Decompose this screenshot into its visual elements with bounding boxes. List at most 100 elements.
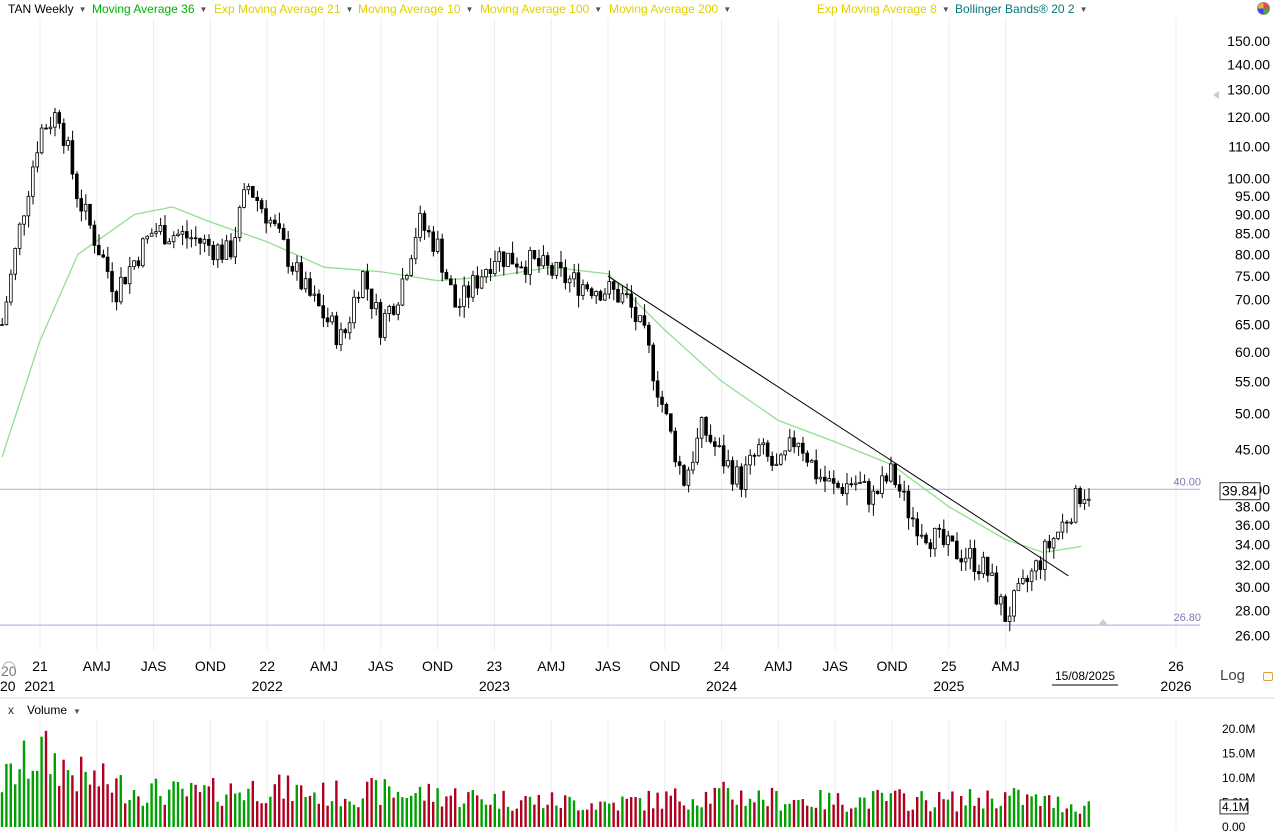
candle-up: [387, 305, 391, 314]
candle-down: [559, 261, 563, 269]
candle-up: [757, 444, 761, 457]
candle-up: [360, 271, 365, 298]
volume-bar: [748, 798, 752, 827]
chevron-down-icon[interactable]: ▼: [199, 5, 208, 14]
candle-up: [66, 140, 70, 146]
candle-up: [968, 547, 972, 559]
candle-up: [404, 275, 409, 280]
volume-bar: [71, 775, 74, 827]
volume-bar: [599, 801, 602, 827]
y-axis-tick-label: 32.00: [1235, 557, 1270, 573]
x-axis-tick-label: AMJ: [992, 658, 1020, 674]
candle-down: [739, 466, 743, 490]
candle-up: [8, 273, 13, 303]
close-volume-pane-icon[interactable]: x: [8, 703, 14, 717]
log-scale-toggle[interactable]: Log: [1220, 667, 1246, 684]
candle-down: [193, 237, 198, 240]
legend-bollinger-bands[interactable]: Bollinger Bands® 20 2 ▼: [955, 2, 1088, 16]
legend-moving-average-100-label: Moving Average 100: [480, 2, 590, 16]
candle-up: [691, 461, 695, 471]
volume-bar: [141, 805, 144, 827]
candle-up: [479, 276, 484, 289]
volume-axis-tick-label: 15.0M: [1222, 746, 1255, 760]
volume-bar: [920, 791, 923, 827]
legend-moving-average-200[interactable]: Moving Average 200 ▼: [609, 2, 731, 16]
x-axis-tick-label: JAS: [595, 658, 621, 674]
chevron-down-icon[interactable]: ▼: [941, 5, 950, 14]
volume-bar: [757, 790, 760, 827]
candle-down: [488, 269, 493, 274]
candle-up: [22, 215, 26, 225]
legend-moving-average-36[interactable]: Moving Average 36 ▼: [92, 2, 207, 16]
candle-down: [831, 478, 836, 484]
legend-moving-average-10[interactable]: Moving Average 10 ▼: [358, 2, 473, 16]
volume-bar: [726, 788, 730, 827]
volume-bar: [207, 786, 210, 827]
candle-down: [814, 460, 818, 480]
volume-bar: [533, 804, 536, 827]
volume-bar: [102, 763, 105, 827]
volume-pane-title[interactable]: Volume ▼: [27, 703, 81, 717]
legend-exp-moving-average-8[interactable]: Exp Moving Average 8 ▼: [817, 2, 950, 16]
candle-down: [563, 267, 567, 284]
candle-down: [101, 254, 106, 258]
chevron-down-icon[interactable]: ▼: [1079, 5, 1088, 14]
axis-marker-icon: [1213, 91, 1219, 99]
volume-bar: [5, 763, 8, 827]
candle-down: [444, 271, 449, 280]
chevron-down-icon[interactable]: ▼: [723, 5, 732, 14]
candle-up: [140, 238, 145, 267]
volume-bar: [489, 804, 492, 827]
volume-bar: [449, 795, 452, 827]
volume-bar: [687, 809, 690, 827]
volume-bar: [603, 801, 606, 827]
legend-exp-moving-average-21[interactable]: Exp Moving Average 21 ▼: [214, 2, 353, 16]
volume-bar: [498, 808, 501, 827]
volume-bar: [762, 799, 765, 827]
volume-bar: [225, 794, 228, 827]
volume-bar: [401, 797, 404, 827]
volume-bar: [1017, 789, 1020, 827]
chevron-down-icon[interactable]: ▼: [594, 5, 603, 14]
volume-axis-tick-label: 20.0M: [1222, 722, 1255, 736]
volume-bar: [1012, 788, 1016, 827]
legend-tan-weekly[interactable]: TAN Weekly ▼: [8, 2, 87, 16]
candle-up: [946, 535, 950, 545]
candle-down: [1003, 596, 1007, 622]
chart-settings-icon[interactable]: [1257, 2, 1270, 15]
horizontal-line-label: 40.00: [1173, 476, 1201, 488]
candle-down: [290, 265, 295, 272]
volume-bar: [379, 804, 382, 827]
volume-bar: [775, 791, 778, 827]
candle-up: [435, 238, 440, 252]
volume-axis-tick-label: 10.0M: [1222, 771, 1255, 785]
volume-bar: [44, 730, 48, 827]
volume-bar: [40, 736, 43, 827]
volume-bar: [484, 804, 488, 827]
volume-bar: [1004, 792, 1007, 827]
volume-bar: [858, 797, 862, 827]
legend-moving-average-100[interactable]: Moving Average 100 ▼: [480, 2, 602, 16]
chevron-down-icon[interactable]: ▼: [78, 5, 87, 14]
x-axis-tick-label: 24: [714, 658, 730, 674]
volume-bar: [106, 784, 109, 827]
candle-up: [858, 482, 862, 484]
candle-down: [1025, 577, 1030, 583]
chevron-down-icon[interactable]: ▼: [73, 707, 81, 716]
candle-down: [255, 196, 260, 201]
chevron-down-icon[interactable]: ▼: [465, 5, 474, 14]
candle-up: [748, 454, 752, 466]
volume-bar: [203, 785, 206, 827]
volume-bar: [665, 791, 668, 827]
volume-bar: [986, 790, 989, 827]
candle-up: [880, 475, 884, 494]
legend-tan-weekly-label: TAN Weekly: [8, 2, 74, 16]
volume-bar: [75, 791, 78, 827]
chevron-down-icon[interactable]: ▼: [345, 5, 354, 14]
volume-bar: [810, 806, 813, 827]
volume-title-label: Volume: [27, 703, 68, 717]
log-scale-icon[interactable]: [1263, 672, 1273, 681]
volume-bar: [440, 806, 444, 827]
volume-bar: [0, 792, 4, 827]
